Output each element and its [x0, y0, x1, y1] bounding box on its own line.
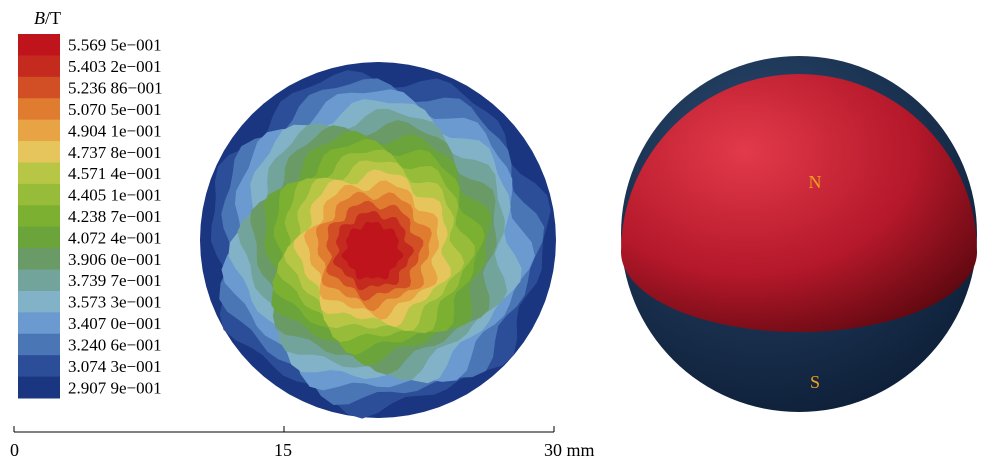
contour-plot — [200, 62, 556, 419]
legend-label: 5.569 5e−001 — [68, 36, 162, 55]
magnet-sphere: N S — [621, 56, 977, 412]
legend-label: 5.236 86−001 — [68, 79, 163, 98]
legend-label: 2.907 9e−001 — [68, 378, 162, 397]
legend-label: 5.070 5e−001 — [68, 100, 162, 119]
legend: B/T 5.569 5e−001 5.403 2e−001 5.236 86−001… — [18, 8, 163, 399]
legend-swatch — [18, 355, 60, 378]
scale-label: 0 — [10, 440, 19, 460]
legend-label: 3.573 3e−001 — [68, 293, 162, 312]
legend-label: 3.074 3e−001 — [68, 357, 162, 376]
scale-bar: 0 15 30 mm — [10, 426, 595, 460]
south-label: S — [810, 372, 820, 392]
legend-swatch — [18, 119, 60, 142]
legend-title: B/T — [34, 8, 61, 28]
legend-label: 5.403 2e−001 — [68, 57, 162, 76]
legend-swatch — [18, 333, 60, 356]
legend-label: 3.407 0e−001 — [68, 314, 162, 333]
legend-label: 3.739 7e−001 — [68, 271, 162, 290]
contour-band — [341, 221, 404, 280]
legend-swatch — [18, 205, 60, 228]
legend-label: 4.238 7e−001 — [68, 207, 162, 226]
legend-swatch — [18, 76, 60, 99]
legend-label: 4.072 4e−001 — [68, 228, 162, 247]
legend-swatch — [18, 162, 60, 185]
legend-swatch — [18, 290, 60, 313]
north-label: N — [809, 172, 822, 192]
legend-swatch — [18, 248, 60, 271]
legend-label: 3.240 6e−001 — [68, 335, 162, 354]
legend-label: 4.405 1e−001 — [68, 186, 162, 205]
legend-swatch — [18, 55, 60, 78]
scale-label: 30 mm — [544, 440, 595, 460]
legend-swatch — [18, 376, 60, 399]
legend-label: 4.571 4e−001 — [68, 164, 162, 183]
legend-swatch — [18, 183, 60, 206]
legend-swatch — [18, 98, 60, 121]
legend-label: 4.737 8e−001 — [68, 143, 162, 162]
legend-swatch — [18, 226, 60, 249]
legend-swatch — [18, 312, 60, 335]
legend-swatch — [18, 269, 60, 292]
legend-label: 3.906 0e−001 — [68, 250, 162, 269]
legend-swatch — [18, 141, 60, 163]
legend-label: 4.904 1e−001 — [68, 121, 162, 140]
scale-label: 15 — [274, 440, 292, 460]
legend-swatch — [18, 34, 60, 56]
